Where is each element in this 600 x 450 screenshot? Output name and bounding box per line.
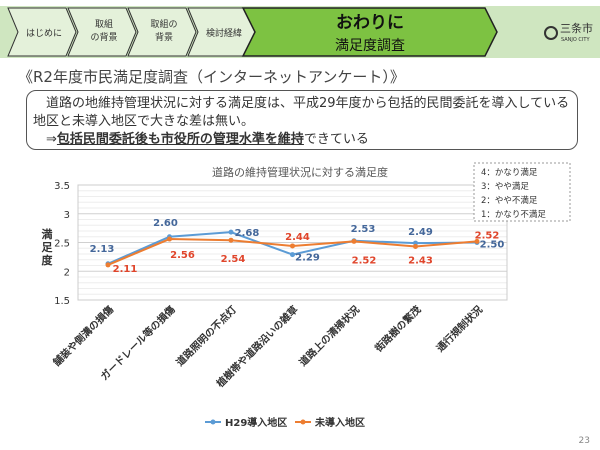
data-label: 2.52 — [475, 230, 500, 241]
y-tick-label: 3 — [64, 210, 70, 221]
legend-label: H29導入地区 — [225, 416, 287, 429]
data-point — [474, 238, 480, 244]
page-subtitle: 《R2年度市民満足度調査（インターネットアンケート）》 — [18, 68, 405, 86]
summary-arrow: ⇒ — [33, 132, 57, 147]
city-logo-icon — [544, 26, 558, 40]
x-tick-label: 道路上の清掃状況 — [296, 303, 362, 369]
y-axis-label: 足 — [42, 241, 54, 254]
data-point — [228, 237, 234, 243]
scale-legend-item: 4：かなり満足 — [481, 168, 538, 178]
header-banner: はじめに取組の背景取組の背景検討経緯導入の効果おわりに満足度調査三条市SANJO… — [0, 6, 600, 58]
step-label: 取組の — [150, 18, 177, 30]
step-chevron — [67, 7, 137, 57]
current-step-title: おわりに — [336, 13, 404, 33]
scale-legend-item: 1：かなり不満足 — [481, 210, 546, 220]
y-tick-label: 1.5 — [54, 296, 70, 307]
step-label: はじめに — [26, 28, 62, 39]
data-label: 2.49 — [408, 227, 433, 238]
y-tick-label: 3.5 — [54, 181, 70, 192]
plot-area — [77, 184, 508, 301]
scale-legend-item: 2：やや不満足 — [481, 196, 538, 206]
data-label: 2.50 — [480, 240, 505, 251]
step-chevron — [127, 7, 197, 57]
scale-legend-box — [473, 162, 571, 222]
x-tick-label: 街路樹の繁茂 — [371, 303, 423, 355]
logo-subtext: SANJO CITY — [561, 37, 590, 43]
step-label: の背景 — [90, 31, 117, 43]
summary-box: 道路の地維持管理状況に対する満足度は、平成29年度から包括的民間委託を導入してい… — [26, 90, 578, 150]
data-point — [413, 240, 418, 246]
data-label: 2.43 — [408, 256, 433, 267]
data-label: 2.44 — [285, 232, 310, 243]
chart-title: 道路の維持管理状況に対する満足度 — [212, 165, 388, 179]
data-label: 2.11 — [113, 264, 138, 275]
data-point — [167, 236, 172, 242]
data-label: 2.56 — [170, 250, 195, 261]
data-point — [351, 238, 357, 244]
y-tick-label: 2 — [64, 267, 70, 278]
x-tick-label: 道路照明の不点灯 — [173, 303, 239, 369]
y-axis-label: 度 — [42, 253, 54, 267]
data-label: 2.13 — [90, 244, 115, 255]
summary-tail: できている — [303, 132, 369, 147]
step-chevron — [7, 7, 77, 57]
data-label: 2.53 — [351, 224, 376, 235]
legend-marker — [210, 419, 216, 425]
data-point — [228, 229, 234, 235]
data-point — [290, 243, 295, 249]
y-tick-label: 2.5 — [54, 239, 70, 250]
step-label: 背景 — [155, 31, 173, 43]
legend-marker — [300, 419, 306, 425]
current-step-chevron — [241, 7, 498, 57]
current-step-subtitle: 満足度調査 — [335, 38, 405, 54]
x-tick-label: 舗装や側溝の損傷 — [50, 303, 116, 369]
data-label: 2.68 — [235, 228, 260, 239]
summary-emphasis: 包括民間委託後も市役所の管理水準を維持 — [56, 132, 304, 147]
data-label: 2.29 — [295, 253, 320, 264]
line-chart: 1.522.533.5道路の維持管理状況に対する満足度満足度舗装や側溝の損傷ガー… — [42, 162, 571, 429]
legend-label: 未導入地区 — [314, 416, 365, 429]
summary-text: 道路の地維持管理状況に対する満足度は、平成29年度から包括的民間委託を導入してい… — [33, 96, 570, 129]
page-number: 23 — [578, 436, 590, 446]
x-tick-label: 通行規制状況 — [434, 303, 486, 355]
step-navigation: はじめに取組の背景取組の背景検討経緯導入の効果おわりに満足度調査三条市SANJO… — [7, 7, 593, 57]
step-label: 取組 — [95, 18, 113, 30]
data-label: 2.52 — [352, 255, 377, 266]
data-point — [413, 244, 418, 250]
data-label: 2.60 — [153, 218, 178, 229]
data-point — [105, 262, 111, 268]
scale-legend-item: 3：やや満足 — [481, 182, 529, 192]
data-label: 2.54 — [221, 254, 246, 265]
logo-text: 三条市 — [560, 21, 593, 35]
data-point — [290, 252, 295, 258]
step-label: 検討経緯 — [206, 27, 242, 39]
y-axis-label: 満 — [42, 227, 53, 241]
